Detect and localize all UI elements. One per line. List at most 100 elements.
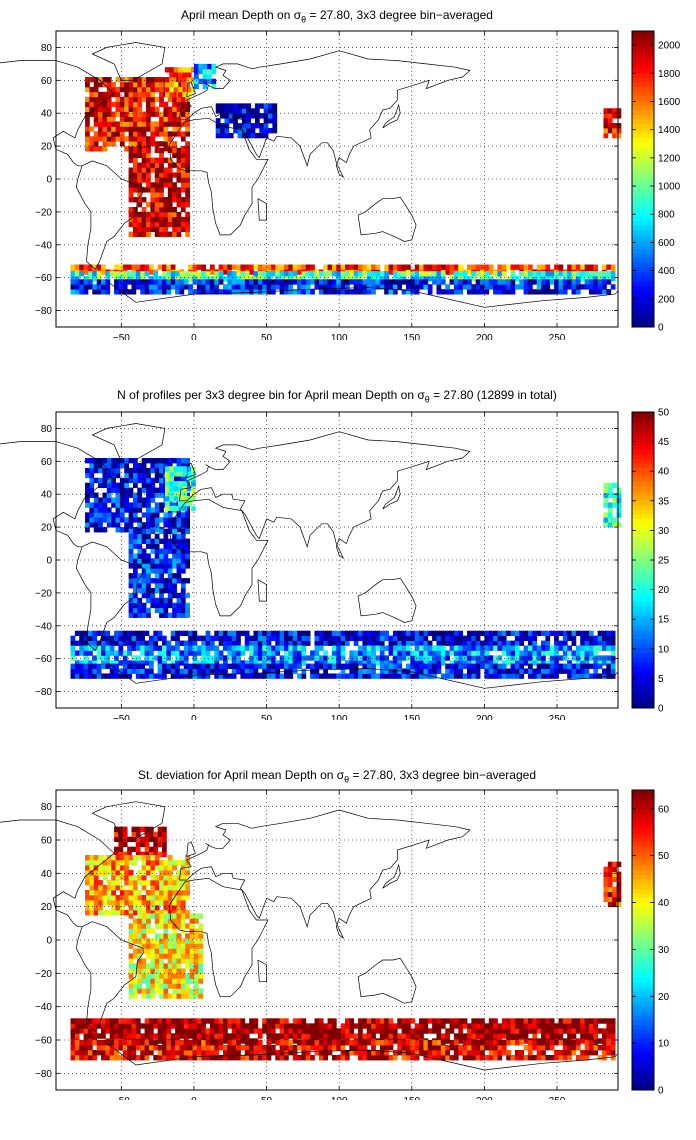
bin-cell (272, 113, 278, 119)
bin-cell (327, 660, 333, 666)
colorbar-step (632, 680, 654, 686)
bin-cell (159, 573, 164, 579)
bin-cell (132, 860, 138, 866)
bin-cell (162, 660, 167, 666)
bin-cell (186, 500, 192, 507)
bin-cell (436, 289, 442, 295)
bin-cell (514, 1028, 520, 1034)
bin-cell (137, 147, 143, 154)
bin-cell (167, 905, 173, 911)
bin-cell (427, 1040, 433, 1046)
bin-cell (146, 923, 151, 929)
bin-cell (124, 121, 130, 127)
bin-cell (301, 279, 307, 285)
colorbar-tick-label: 400 (658, 266, 675, 277)
bin-cell (275, 1018, 281, 1024)
colorbar-tick-label: 30 (658, 526, 670, 537)
colorbar-step (632, 523, 654, 529)
bin-cell (279, 284, 285, 290)
bin-cell (146, 177, 151, 183)
bin-cell (218, 276, 224, 282)
bin-cell (180, 458, 186, 464)
bin-cell (336, 1033, 342, 1039)
bin-cell (603, 517, 609, 523)
bin-cell (74, 640, 80, 646)
bin-cell (471, 1045, 477, 1051)
bin-cell (541, 668, 546, 674)
bin-cell (331, 630, 337, 637)
bin-cell (185, 517, 191, 523)
bin-cell (159, 968, 164, 974)
bin-cell (588, 284, 594, 290)
bin-cell (449, 668, 455, 674)
bin-cell (603, 128, 609, 134)
bin-cell (146, 517, 151, 523)
x-tick-label: −50 (113, 714, 130, 720)
bin-cell (436, 1045, 442, 1051)
bin-cell (575, 279, 581, 285)
bin-cell (124, 517, 130, 523)
bin-cell (180, 913, 186, 919)
bin-cell (584, 650, 590, 656)
bin-cell (162, 851, 167, 858)
bin-cell (163, 602, 169, 609)
bin-cell (192, 655, 198, 661)
bin-cell (132, 553, 138, 559)
bin-cell (176, 860, 182, 866)
bin-cell (519, 673, 525, 679)
bin-cell (146, 522, 151, 528)
bin-cell (310, 1045, 315, 1051)
bin-cell (172, 963, 177, 969)
bin-cell (132, 587, 138, 594)
bin-cell (323, 1023, 328, 1029)
bin-cell (70, 673, 76, 679)
bin-cell (146, 870, 151, 876)
bin-cell (297, 1028, 302, 1034)
bin-cell (163, 948, 169, 954)
bin-cell (458, 1023, 464, 1029)
bin-cell (159, 458, 164, 464)
bin-cell (262, 1045, 267, 1051)
bin-cell (318, 1018, 324, 1024)
bin-cell (150, 121, 156, 127)
bin-cell (297, 1040, 302, 1046)
bin-cell (440, 1050, 446, 1056)
bin-cell (192, 1033, 198, 1039)
bin-cell (105, 1040, 111, 1046)
bin-cell (154, 141, 160, 147)
bin-cell (606, 660, 612, 666)
bin-cell (201, 660, 206, 666)
bin-cell (593, 279, 599, 285)
bin-cell (140, 1033, 145, 1039)
bin-cell (314, 640, 320, 646)
bin-cell (466, 1045, 472, 1051)
bin-cell (554, 264, 559, 270)
bin-cell (227, 645, 233, 651)
bin-cell (209, 284, 215, 290)
bin-cell (169, 481, 175, 487)
bin-cell (616, 487, 622, 493)
bin-cell (227, 1040, 233, 1046)
bin-cell (480, 1028, 485, 1034)
bin-cell (196, 1040, 202, 1046)
bin-cell (344, 1028, 350, 1034)
bin-cell (176, 192, 182, 198)
colorbar-step (632, 532, 654, 538)
bin-cell (185, 101, 191, 108)
bin-cell (137, 880, 143, 886)
bin-cell (128, 177, 134, 183)
bin-cell (192, 663, 198, 669)
colorbar-step (632, 77, 654, 83)
y-tick-label: 80 (41, 43, 53, 54)
bin-cell (279, 1040, 285, 1046)
bin-cell (549, 668, 555, 674)
bin-cell (318, 655, 324, 661)
bin-cell (366, 1040, 372, 1046)
bin-cell (172, 607, 177, 614)
bin-cell (163, 157, 169, 163)
bin-cell (188, 673, 193, 679)
bin-cell (584, 668, 590, 674)
bin-cell (148, 673, 154, 679)
bin-cell (209, 1055, 215, 1061)
